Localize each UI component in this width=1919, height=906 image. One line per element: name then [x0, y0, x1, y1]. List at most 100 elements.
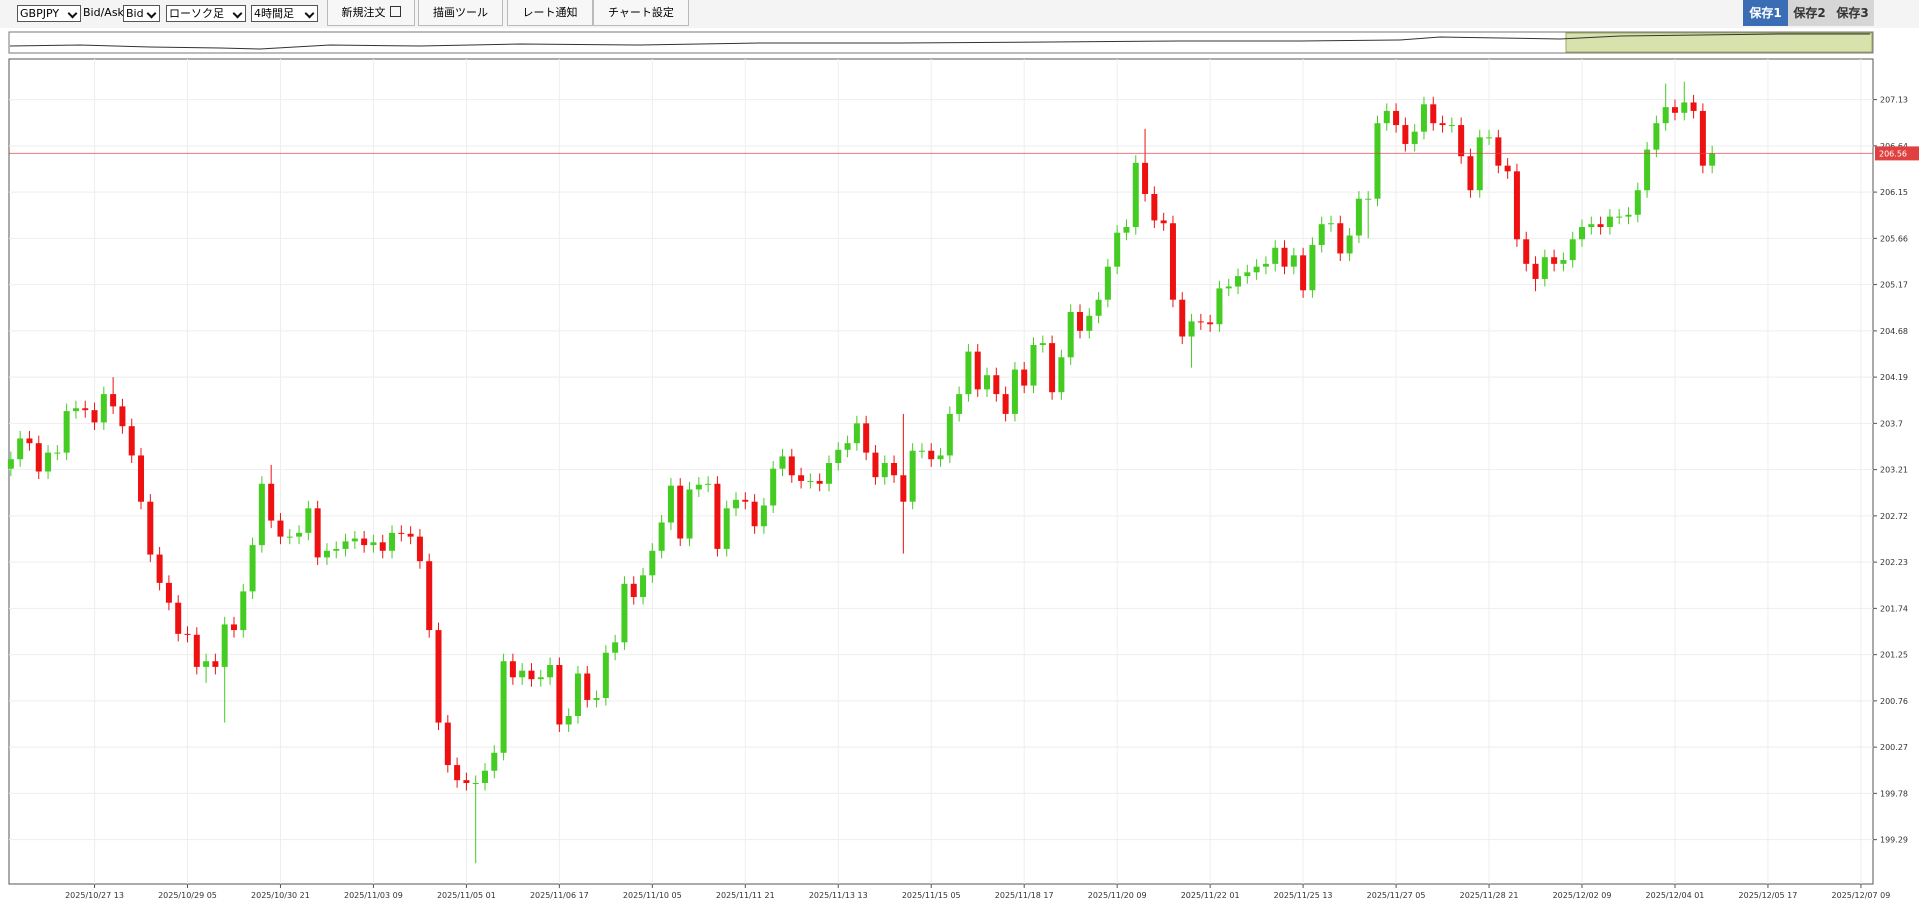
new-order-button[interactable]: 新規注文: [327, 0, 415, 26]
y-tick-label: 202.72: [1880, 512, 1908, 521]
candle-body: [1458, 125, 1465, 157]
chart-settings-button[interactable]: チャート設定: [593, 0, 689, 26]
candle-body: [770, 468, 777, 506]
candle-body: [556, 665, 563, 725]
candle-body: [1355, 198, 1362, 236]
candle-body: [1579, 227, 1586, 240]
x-tick-label: 2025/11/27 05: [1367, 891, 1426, 900]
candle-body: [351, 538, 358, 542]
candle-body: [500, 661, 507, 753]
candle-body: [537, 677, 544, 680]
candle-body: [1476, 137, 1483, 191]
candle-body: [416, 536, 423, 562]
candle-body: [844, 443, 851, 450]
candle-body: [825, 463, 832, 484]
candle-body: [342, 541, 349, 549]
candle-body: [389, 532, 396, 551]
x-tick-label: 2025/12/07 09: [1831, 891, 1890, 900]
candle-body: [379, 542, 386, 551]
candle-body: [119, 406, 126, 427]
candle-body: [565, 715, 572, 725]
candle-body: [17, 438, 24, 460]
save-tab[interactable]: 保存1: [1743, 0, 1788, 26]
candle-body: [891, 463, 898, 476]
candle-body: [361, 538, 368, 546]
candle-body: [1671, 107, 1678, 113]
candle-body: [984, 375, 991, 390]
candle-body: [760, 505, 767, 527]
y-tick-label: 199.29: [1880, 836, 1908, 845]
candle-body: [1337, 223, 1344, 254]
candle-body: [965, 351, 972, 395]
candle-body: [323, 550, 330, 558]
candle-body: [1151, 193, 1158, 221]
candle-body: [82, 408, 89, 411]
candle-body: [528, 670, 535, 680]
candle-body: [240, 591, 247, 631]
candle-body: [444, 722, 451, 766]
candle-body: [1160, 220, 1167, 224]
x-tick-label: 2025/12/05 17: [1739, 891, 1798, 900]
candle-body: [1411, 131, 1418, 144]
y-tick-label: 200.76: [1880, 697, 1908, 706]
draw-tool-button[interactable]: 描画ツール: [418, 0, 503, 26]
navigator-range[interactable]: [1565, 32, 1873, 53]
candle-body: [175, 602, 182, 634]
candle-body: [798, 475, 805, 481]
price-type-label: Bid/Ask: [83, 6, 124, 19]
candle-body: [667, 485, 674, 523]
candle-body: [1513, 171, 1520, 240]
candle-body: [1104, 266, 1111, 300]
chart-style-select[interactable]: ローソク足: [166, 5, 246, 22]
candle-body: [1690, 102, 1697, 111]
x-tick-label: 2025/10/30 21: [251, 891, 310, 900]
x-tick-label: 2025/11/11 21: [716, 891, 775, 900]
x-tick-label: 2025/11/13 13: [809, 891, 868, 900]
candle-body: [900, 475, 907, 502]
save-tab[interactable]: 保存2: [1788, 0, 1831, 26]
y-tick-label: 202.23: [1880, 558, 1908, 567]
y-tick-label: 205.66: [1880, 234, 1908, 243]
y-tick-label: 201.25: [1880, 651, 1908, 660]
candle-body: [203, 661, 210, 667]
candle-body: [1067, 311, 1074, 358]
navigator-line: [9, 33, 1870, 50]
candle-body: [1262, 263, 1269, 267]
candle-body: [491, 752, 498, 771]
candle-body: [212, 661, 219, 667]
candle-body: [956, 394, 963, 414]
candle-body: [547, 665, 554, 678]
timeframe-select[interactable]: 4時間足: [251, 5, 318, 22]
y-tick-label: 203.21: [1880, 466, 1908, 475]
candle-body: [1225, 286, 1232, 289]
candle-body: [481, 770, 488, 783]
x-tick-label: 2025/10/27 13: [65, 891, 124, 900]
symbol-select[interactable]: GBPJPY: [17, 5, 81, 22]
candle-body: [268, 483, 275, 521]
x-tick-label: 2025/11/10 05: [623, 891, 682, 900]
candle-body: [407, 533, 414, 537]
y-tick-label: 199.78: [1880, 789, 1908, 798]
candle-body: [63, 411, 70, 453]
candle-body: [1300, 255, 1307, 291]
plot-frame: [8, 58, 1874, 885]
candle-body: [165, 582, 172, 603]
price-type-select[interactable]: Bid: [123, 5, 160, 22]
toolbar: GBPJPY Bid/Ask Bid ローソク足 4時間足 新規注文 描画ツール…: [0, 0, 1919, 28]
y-tick-label: 206.64: [1880, 142, 1908, 151]
candle-body: [1523, 239, 1530, 264]
candle-body: [463, 780, 470, 783]
candle-body: [454, 765, 461, 781]
candle-body: [1030, 345, 1037, 386]
save-tab[interactable]: 保存3: [1831, 0, 1874, 26]
x-tick-label: 2025/11/18 17: [995, 891, 1054, 900]
x-tick-label: 2025/11/25 13: [1274, 891, 1333, 900]
candle-body: [1644, 149, 1651, 191]
rate-alert-button[interactable]: レート通知: [507, 0, 593, 26]
candle-body: [695, 484, 702, 490]
candle-body: [658, 522, 665, 551]
candle-body: [72, 408, 79, 412]
candle-body: [816, 480, 823, 484]
candle-body: [509, 661, 516, 678]
candle-body: [1504, 165, 1511, 172]
